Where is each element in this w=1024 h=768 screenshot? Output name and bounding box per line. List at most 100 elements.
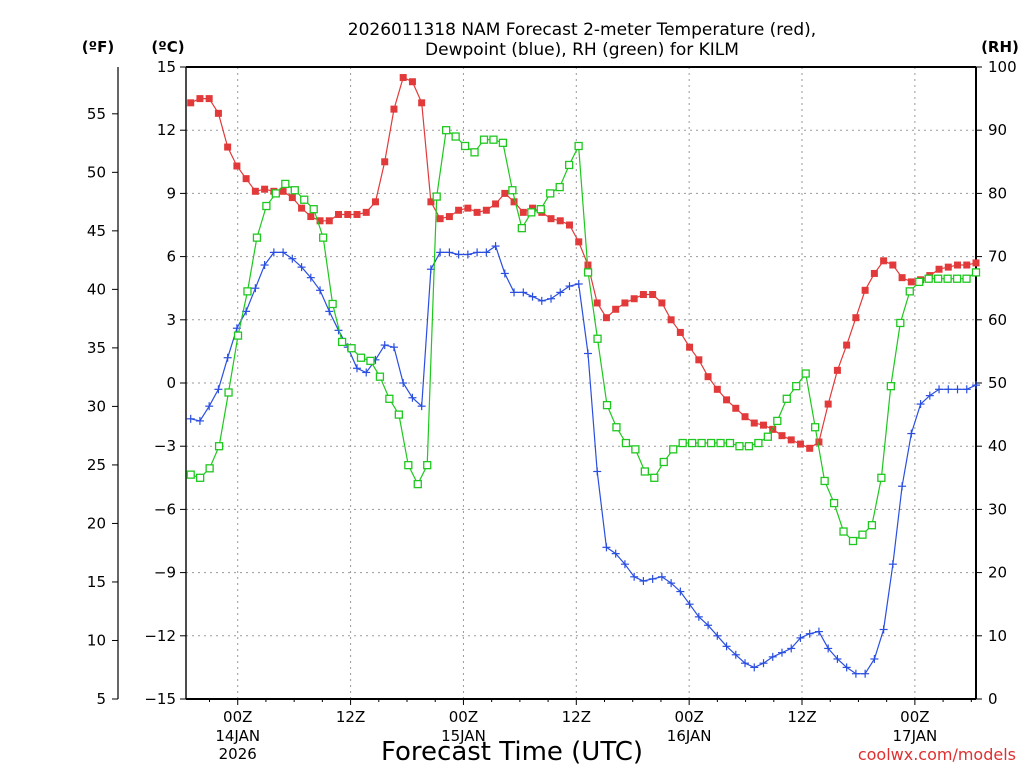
dewpoint-point bbox=[316, 286, 325, 295]
dewpoint-point bbox=[824, 644, 833, 653]
rh-point bbox=[839, 527, 848, 536]
dewpoint-point bbox=[408, 393, 417, 402]
temperature-point bbox=[861, 286, 869, 294]
rh-tick-label: 10 bbox=[988, 627, 1007, 645]
dewpoint-point bbox=[574, 279, 583, 288]
dewpoint-point bbox=[436, 248, 445, 257]
dewpoint-point bbox=[205, 402, 214, 411]
dewpoint-point bbox=[519, 288, 528, 297]
dewpoint-point bbox=[777, 648, 786, 657]
rh-point bbox=[224, 388, 233, 397]
rh-point bbox=[442, 126, 451, 135]
rh-point bbox=[782, 394, 791, 403]
temperature-point bbox=[187, 99, 195, 107]
fahrenheit-tick-label: 25 bbox=[87, 456, 106, 474]
rh-point bbox=[650, 473, 659, 482]
temperature-point bbox=[935, 265, 943, 273]
temperature-point bbox=[298, 204, 306, 212]
temperature-point bbox=[371, 198, 379, 206]
x-tick-label: 00Z bbox=[449, 708, 478, 726]
dewpoint-point bbox=[953, 385, 962, 394]
rh-tick-label: 80 bbox=[988, 184, 1007, 202]
temperature-point bbox=[390, 105, 398, 113]
temperature-point bbox=[556, 217, 564, 225]
dewpoint-point bbox=[380, 341, 389, 350]
temperature-point bbox=[658, 299, 666, 307]
grid-lines bbox=[186, 66, 976, 700]
rh-point bbox=[489, 135, 498, 144]
rh-point bbox=[640, 467, 650, 476]
temperature-point bbox=[529, 204, 537, 212]
temperature-point bbox=[667, 316, 675, 324]
fahrenheit-tick-label: 30 bbox=[87, 397, 106, 415]
rh-point bbox=[725, 438, 735, 448]
temperature-point bbox=[445, 213, 453, 221]
x-axis-label: Forecast Time (UTC) bbox=[381, 737, 643, 767]
rh-tick-label: 20 bbox=[988, 564, 1007, 582]
temperature-point bbox=[806, 444, 814, 452]
temperature-point bbox=[233, 162, 241, 170]
rh-point bbox=[829, 498, 839, 508]
rh-point bbox=[631, 445, 640, 454]
temperature-point bbox=[492, 200, 500, 208]
dewpoint-point bbox=[325, 307, 334, 316]
rh-tick-label: 30 bbox=[988, 500, 1007, 518]
dewpoint-point bbox=[306, 273, 315, 282]
dewpoint-point bbox=[620, 560, 629, 569]
dewpoint-point bbox=[944, 385, 953, 394]
rh-point bbox=[328, 299, 337, 309]
temperature-point bbox=[547, 215, 555, 223]
rh-point bbox=[612, 423, 621, 432]
rh-point bbox=[754, 438, 763, 448]
dewpoint-point bbox=[667, 579, 676, 588]
temperature-point bbox=[455, 206, 463, 214]
rh-point bbox=[347, 344, 356, 353]
dewpoint-point bbox=[833, 654, 842, 663]
rh-point bbox=[196, 473, 205, 482]
dewpoint-point bbox=[362, 368, 371, 377]
fahrenheit-tick-label: 50 bbox=[87, 163, 106, 181]
fahrenheit-tick-label: 5 bbox=[96, 690, 106, 708]
rh-point bbox=[243, 287, 252, 296]
temperature-point bbox=[833, 366, 841, 374]
temperature-point bbox=[612, 305, 620, 313]
rh-point bbox=[934, 274, 943, 283]
dewpoint-point bbox=[445, 248, 454, 257]
temperature-point bbox=[732, 404, 740, 412]
rh-point bbox=[574, 141, 583, 151]
rh-point bbox=[498, 138, 508, 147]
temperature-point bbox=[399, 74, 407, 82]
dewpoint-point bbox=[861, 669, 870, 678]
rh-point bbox=[716, 438, 725, 448]
temperature-point bbox=[741, 413, 749, 421]
temperature-point bbox=[436, 215, 444, 223]
dewpoint-point bbox=[639, 577, 648, 586]
rh-point bbox=[858, 530, 867, 539]
fahrenheit-tick-label: 20 bbox=[87, 514, 106, 532]
dewpoint-point bbox=[611, 549, 620, 558]
axes bbox=[112, 66, 982, 705]
temperature-point bbox=[418, 99, 426, 107]
rh-line bbox=[190, 129, 977, 542]
dewpoint-point bbox=[214, 385, 223, 394]
dewpoint-point bbox=[473, 248, 482, 257]
rh-point bbox=[337, 337, 347, 347]
celsius-tick-label: 6 bbox=[166, 248, 176, 266]
temperature-point bbox=[944, 263, 952, 271]
dewpoint-point bbox=[916, 400, 925, 409]
dewpoint-line bbox=[190, 245, 977, 675]
x-date-label: 15JAN bbox=[441, 727, 486, 745]
temperature-point bbox=[602, 314, 610, 322]
rh-point bbox=[896, 318, 905, 328]
temperature-point bbox=[972, 259, 980, 267]
dewpoint-point bbox=[879, 625, 888, 634]
rh-point bbox=[555, 182, 564, 192]
rh-point bbox=[451, 132, 460, 141]
rh-point bbox=[394, 410, 404, 419]
x-date-label: 16JAN bbox=[667, 727, 712, 745]
temperature-point bbox=[325, 217, 333, 225]
rh-point bbox=[214, 442, 224, 451]
dewpoint-point bbox=[399, 379, 408, 387]
rh-point bbox=[432, 192, 441, 201]
dewpoint-point bbox=[657, 572, 666, 581]
